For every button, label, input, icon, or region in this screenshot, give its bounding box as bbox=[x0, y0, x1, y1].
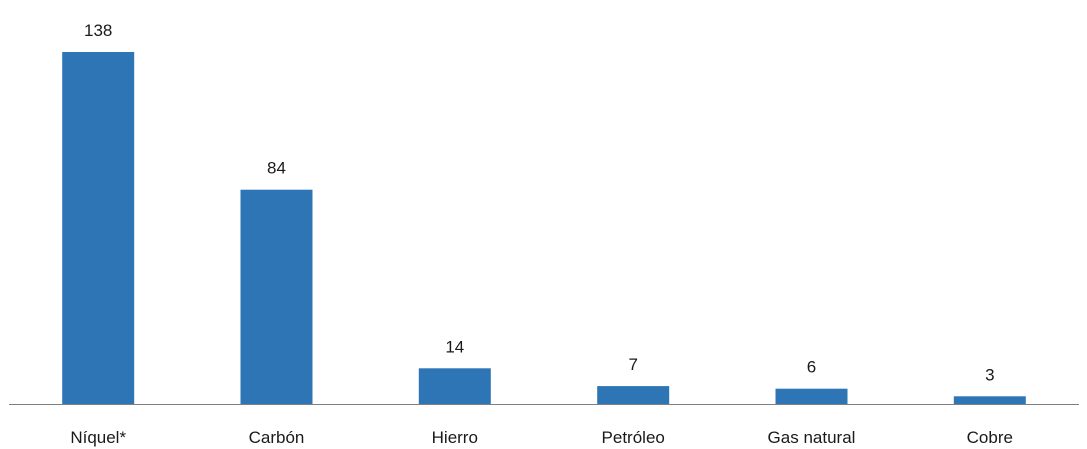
bar-group bbox=[62, 52, 1026, 404]
data-label: 6 bbox=[807, 358, 816, 377]
category-label: Hierro bbox=[432, 428, 478, 447]
data-label: 7 bbox=[628, 355, 637, 374]
category-label: Gas natural bbox=[768, 428, 856, 447]
category-label: Carbón bbox=[249, 428, 305, 447]
category-label: Cobre bbox=[967, 428, 1013, 447]
category-label: Petróleo bbox=[602, 428, 665, 447]
bar bbox=[953, 396, 1026, 404]
bar bbox=[240, 189, 313, 404]
data-label: 14 bbox=[445, 337, 464, 356]
bar bbox=[62, 52, 135, 404]
data-label: 3 bbox=[985, 365, 994, 384]
category-label-group: Níquel* Carbón Hierro Petróleo Gas natural Co… bbox=[70, 428, 1013, 447]
bar bbox=[418, 368, 491, 404]
data-label: 138 bbox=[84, 21, 112, 40]
bar bbox=[775, 388, 848, 404]
category-label: Níquel* bbox=[70, 428, 126, 447]
data-label-group: 138 84 14 7 6 3 bbox=[84, 21, 995, 384]
bar bbox=[597, 386, 670, 404]
data-label: 84 bbox=[267, 159, 286, 178]
